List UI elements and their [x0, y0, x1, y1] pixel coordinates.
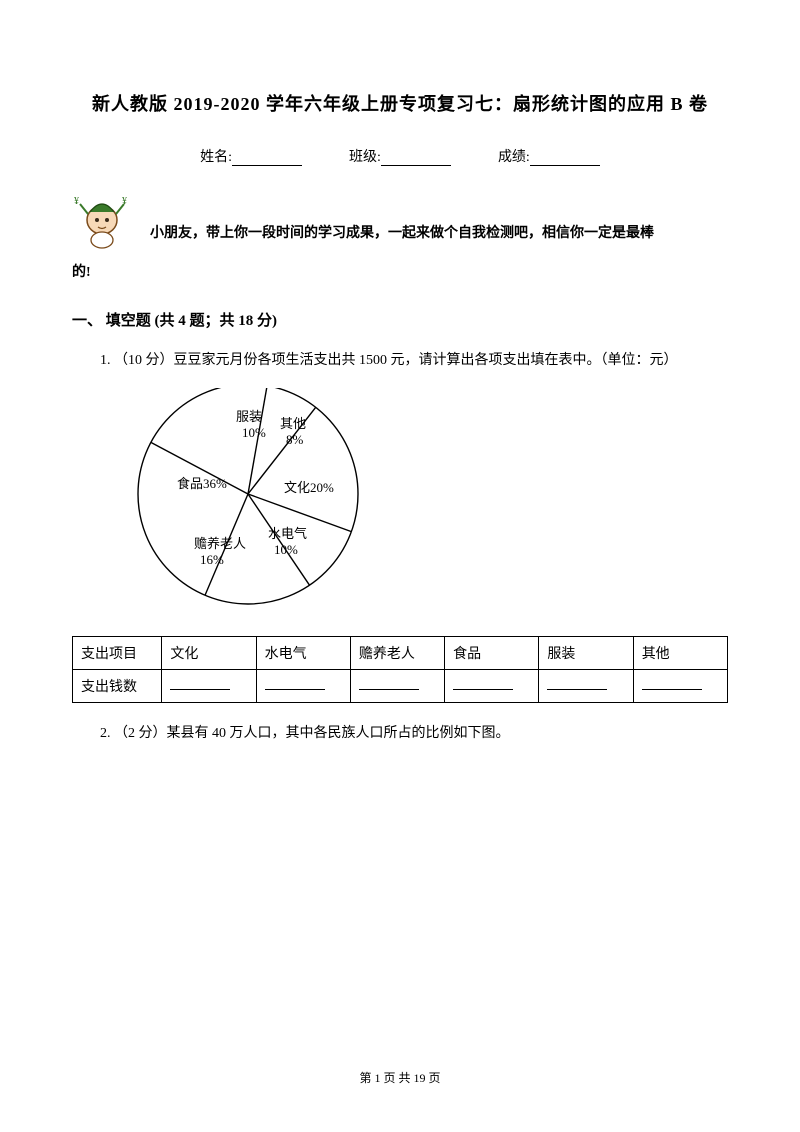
blank-clothes[interactable]	[539, 670, 633, 703]
svg-text:10%: 10%	[274, 542, 298, 557]
svg-text:8%: 8%	[286, 432, 304, 447]
footer-total: 19	[414, 1071, 426, 1085]
identity-row: 姓名: 班级: 成绩:	[72, 146, 728, 166]
svg-text:服装: 服装	[236, 409, 262, 424]
question-1-text: 1. （10 分）豆豆家元月份各项生活支出共 1500 元，请计算出各项支出填在…	[72, 348, 728, 375]
intro-line-2: 的!	[72, 258, 728, 289]
table-row: 支出项目 文化 水电气 赡养老人 食品 服装 其他	[73, 637, 728, 670]
col-clothes: 服装	[539, 637, 633, 670]
blank-utility[interactable]	[256, 670, 350, 703]
pie-chart: 食品36%服装10%其他8%文化20%水电气10%赡养老人16%	[132, 388, 728, 618]
mascot-icon: ¥ ¥	[72, 190, 132, 250]
footer-label: 第	[359, 1071, 371, 1085]
row1-header: 支出项目	[73, 637, 162, 670]
footer-current: 1	[374, 1071, 380, 1085]
blank-other[interactable]	[633, 670, 727, 703]
svg-text:10%: 10%	[242, 425, 266, 440]
name-label: 姓名:	[200, 150, 232, 165]
class-label: 班级:	[349, 150, 381, 165]
svg-text:食品36%: 食品36%	[177, 476, 227, 491]
intro-line-1: 小朋友，带上你一段时间的学习成果，一起来做个自我检测吧，相信你一定是最棒	[150, 219, 728, 250]
row2-header: 支出钱数	[73, 670, 162, 703]
page-footer: 第 1 页 共 19 页	[0, 1069, 800, 1086]
footer-suffix: 页	[429, 1071, 441, 1085]
svg-text:文化20%: 文化20%	[284, 480, 334, 495]
question-2-text: 2. （2 分）某县有 40 万人口，其中各民族人口所占的比例如下图。	[72, 721, 728, 748]
svg-text:16%: 16%	[200, 552, 224, 567]
blank-culture[interactable]	[162, 670, 256, 703]
footer-mid: 页 共	[383, 1071, 410, 1085]
blank-food[interactable]	[445, 670, 539, 703]
score-blank[interactable]	[530, 152, 600, 166]
col-other: 其他	[633, 637, 727, 670]
table-row: 支出钱数	[73, 670, 728, 703]
svg-text:¥: ¥	[74, 196, 79, 207]
svg-text:其他: 其他	[280, 416, 306, 431]
svg-text:水电气: 水电气	[268, 526, 307, 541]
name-blank[interactable]	[232, 152, 302, 166]
expense-table: 支出项目 文化 水电气 赡养老人 食品 服装 其他 支出钱数	[72, 636, 728, 703]
page-title: 新人教版 2019-2020 学年六年级上册专项复习七：扇形统计图的应用 B 卷	[72, 90, 728, 116]
class-blank[interactable]	[381, 152, 451, 166]
col-utility: 水电气	[256, 637, 350, 670]
svg-text:¥: ¥	[122, 196, 127, 207]
col-culture: 文化	[162, 637, 256, 670]
col-food: 食品	[445, 637, 539, 670]
col-elderly: 赡养老人	[350, 637, 444, 670]
score-label: 成绩:	[498, 150, 530, 165]
blank-elderly[interactable]	[350, 670, 444, 703]
section-1-heading: 一、 填空题 (共 4 题；共 18 分)	[72, 309, 728, 330]
svg-text:赡养老人: 赡养老人	[194, 536, 246, 551]
